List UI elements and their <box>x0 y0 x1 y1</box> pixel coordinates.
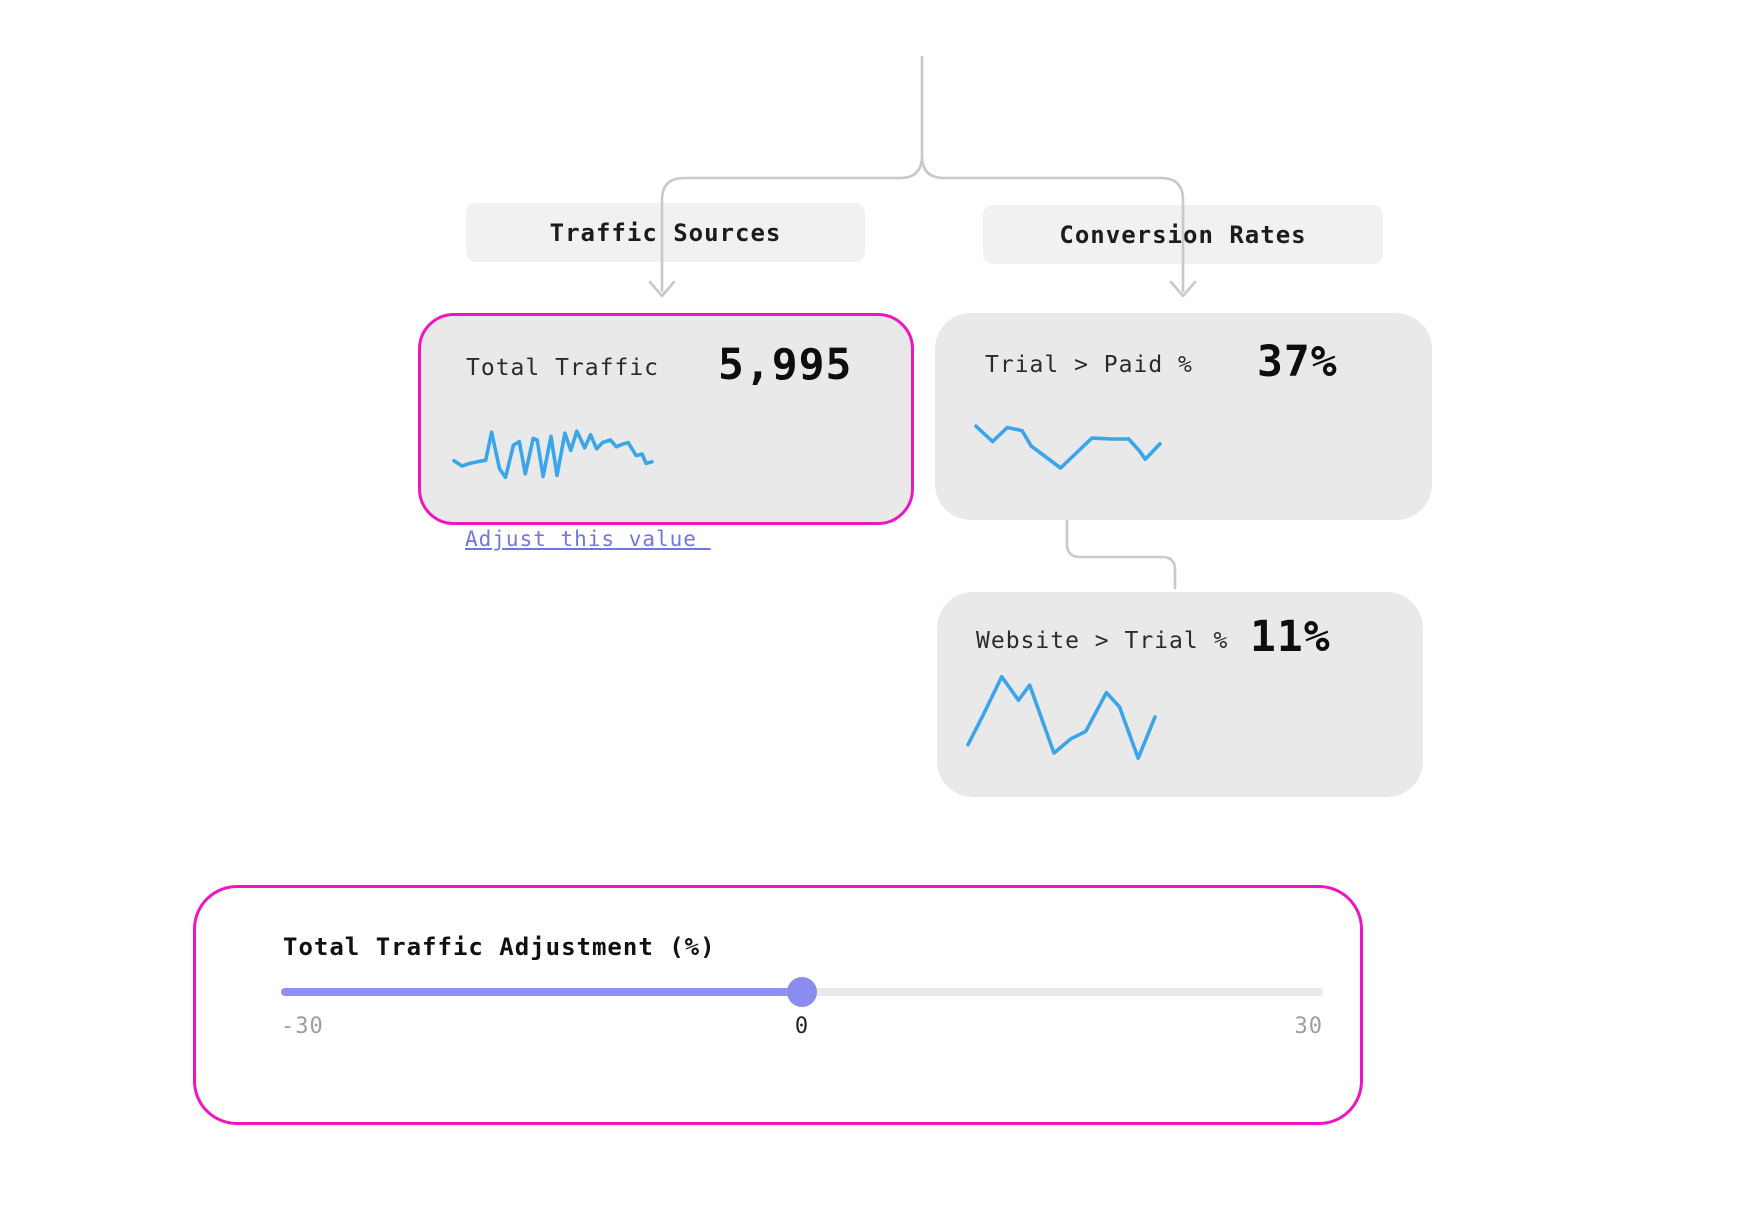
arrowhead-right-icon <box>1169 280 1197 298</box>
card-website-trial-label: Website > Trial % <box>976 628 1229 654</box>
slider-max-label: 30 <box>1294 1014 1323 1039</box>
header-conversion-rates: Conversion Rates <box>983 205 1383 264</box>
arrowhead-left-icon <box>648 280 676 298</box>
card-total-traffic-value: 5,995 <box>718 340 853 390</box>
slider-thumb[interactable] <box>787 977 817 1007</box>
card-website-trial[interactable]: Website > Trial % 11% <box>937 592 1423 797</box>
card-trial-paid-value: 37% <box>1257 337 1338 387</box>
header-traffic-sources: Traffic Sources <box>466 203 865 262</box>
total-traffic-sparkline <box>452 429 654 480</box>
adjust-value-link[interactable]: Adjust this value <box>465 527 711 551</box>
adjustment-panel: Total Traffic Adjustment (%) -30 0 30 <box>193 885 1363 1125</box>
slider-value-label: 0 <box>794 1014 810 1039</box>
adjustment-panel-title: Total Traffic Adjustment (%) <box>283 933 716 961</box>
header-traffic-sources-label: Traffic Sources <box>549 218 782 247</box>
card-total-traffic[interactable]: Total Traffic 5,995 <box>418 313 914 525</box>
slider-fill <box>281 988 802 996</box>
card-trial-paid[interactable]: Trial > Paid % 37% <box>935 313 1432 520</box>
header-conversion-rates-label: Conversion Rates <box>1059 220 1307 249</box>
card-trial-paid-label: Trial > Paid % <box>985 352 1193 378</box>
website-trial-sparkline <box>966 674 1157 760</box>
slider-min-label: -30 <box>281 1014 324 1039</box>
card-total-traffic-label: Total Traffic <box>466 355 660 381</box>
trial-paid-sparkline <box>974 424 1162 470</box>
traffic-adjustment-slider[interactable] <box>281 977 1323 1007</box>
card-website-trial-value: 11% <box>1250 612 1331 662</box>
trial-to-website-connector <box>1065 518 1177 590</box>
